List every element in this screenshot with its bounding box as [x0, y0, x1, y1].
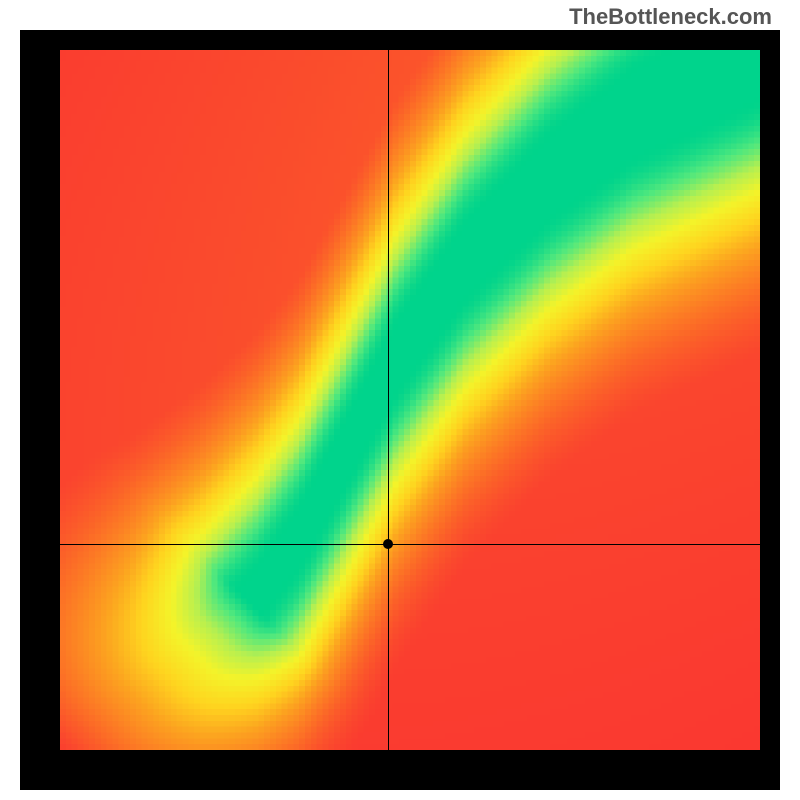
marker-dot	[383, 539, 393, 549]
plot-area	[60, 50, 760, 750]
heatmap-canvas	[60, 50, 760, 750]
root: TheBottleneck.com	[0, 0, 800, 800]
attribution-text: TheBottleneck.com	[569, 4, 772, 30]
plot-frame	[20, 30, 780, 790]
crosshair-horizontal	[60, 544, 760, 545]
crosshair-vertical	[388, 50, 389, 750]
